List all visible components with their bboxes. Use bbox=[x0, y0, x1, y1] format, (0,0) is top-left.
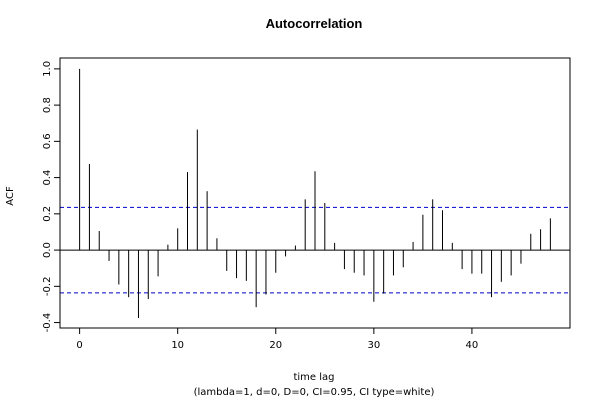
y-tick-label: 0.6 bbox=[42, 133, 53, 149]
y-tick-label: -0.2 bbox=[42, 277, 53, 297]
chart-title: Autocorrelation bbox=[266, 16, 363, 31]
x-tick-label: 40 bbox=[466, 340, 479, 351]
plot-frame bbox=[59, 57, 571, 329]
y-tick-label: 0.8 bbox=[42, 97, 53, 113]
y-axis-label: ACF bbox=[5, 186, 16, 206]
x-axis-label: time lag bbox=[293, 372, 334, 383]
y-tick-label: -0.4 bbox=[42, 313, 53, 333]
x-tick-label: 30 bbox=[367, 340, 380, 351]
chart-subtitle: (lambda=1, d=0, D=0, CI=0.95, CI type=wh… bbox=[194, 387, 435, 398]
y-tick-label: 0.4 bbox=[42, 170, 53, 186]
x-tick-label: 10 bbox=[171, 340, 184, 351]
y-tick-label: 0.2 bbox=[42, 206, 53, 222]
y-tick-label: 0.0 bbox=[42, 242, 53, 258]
acf-bars bbox=[79, 68, 551, 319]
x-tick-label: 20 bbox=[269, 340, 282, 351]
x-tick-label: 0 bbox=[76, 340, 82, 351]
y-axis: -0.4 -0.2 0.0 0.2 0.4 0.6 0.8 1.0 bbox=[42, 61, 60, 332]
y-tick-label: 1.0 bbox=[42, 61, 53, 77]
x-axis: 0 10 20 30 40 bbox=[76, 328, 478, 351]
